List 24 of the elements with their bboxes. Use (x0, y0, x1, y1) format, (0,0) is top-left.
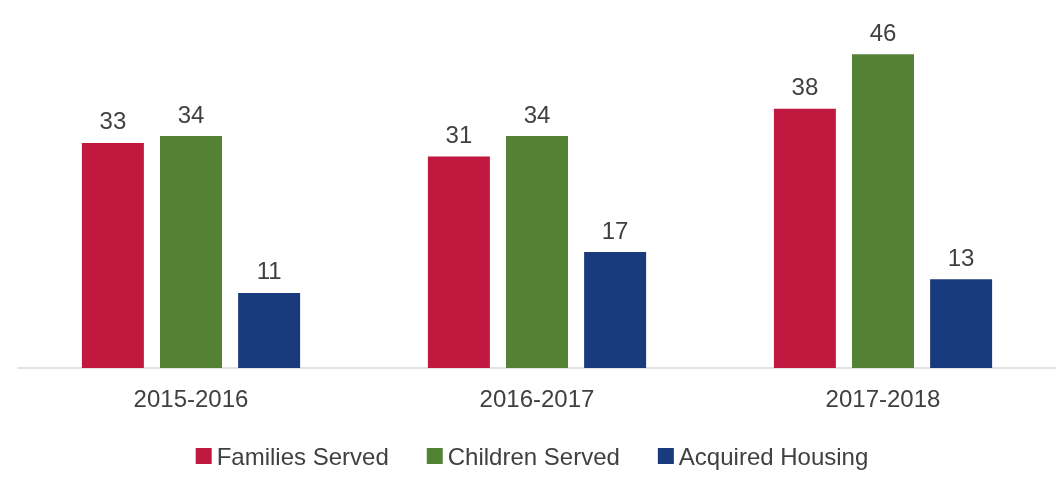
x-tick-label: 2016-2017 (479, 384, 595, 412)
bar (773, 108, 836, 368)
legend-label: Children Served (447, 442, 620, 470)
data-label: 11 (256, 257, 282, 285)
data-label: 31 (445, 121, 473, 149)
x-tick-label: 2017-2018 (825, 384, 941, 412)
bar (160, 136, 222, 368)
data-label: 34 (177, 100, 205, 128)
bar (427, 156, 490, 368)
data-label: 34 (523, 100, 551, 128)
bar (238, 292, 301, 368)
bar (584, 252, 647, 368)
x-tick-label: 2015-2016 (133, 384, 249, 412)
legend-label: Acquired Housing (678, 442, 869, 470)
bar (852, 54, 914, 368)
bar (81, 142, 144, 368)
data-label: 46 (869, 18, 897, 46)
data-label: 17 (601, 216, 629, 244)
legend-label: Families Served (216, 442, 389, 470)
data-label: 38 (791, 73, 819, 101)
bar (506, 136, 568, 368)
bar (930, 279, 993, 368)
data-label: 33 (99, 107, 127, 135)
data-label: 13 (947, 243, 975, 271)
